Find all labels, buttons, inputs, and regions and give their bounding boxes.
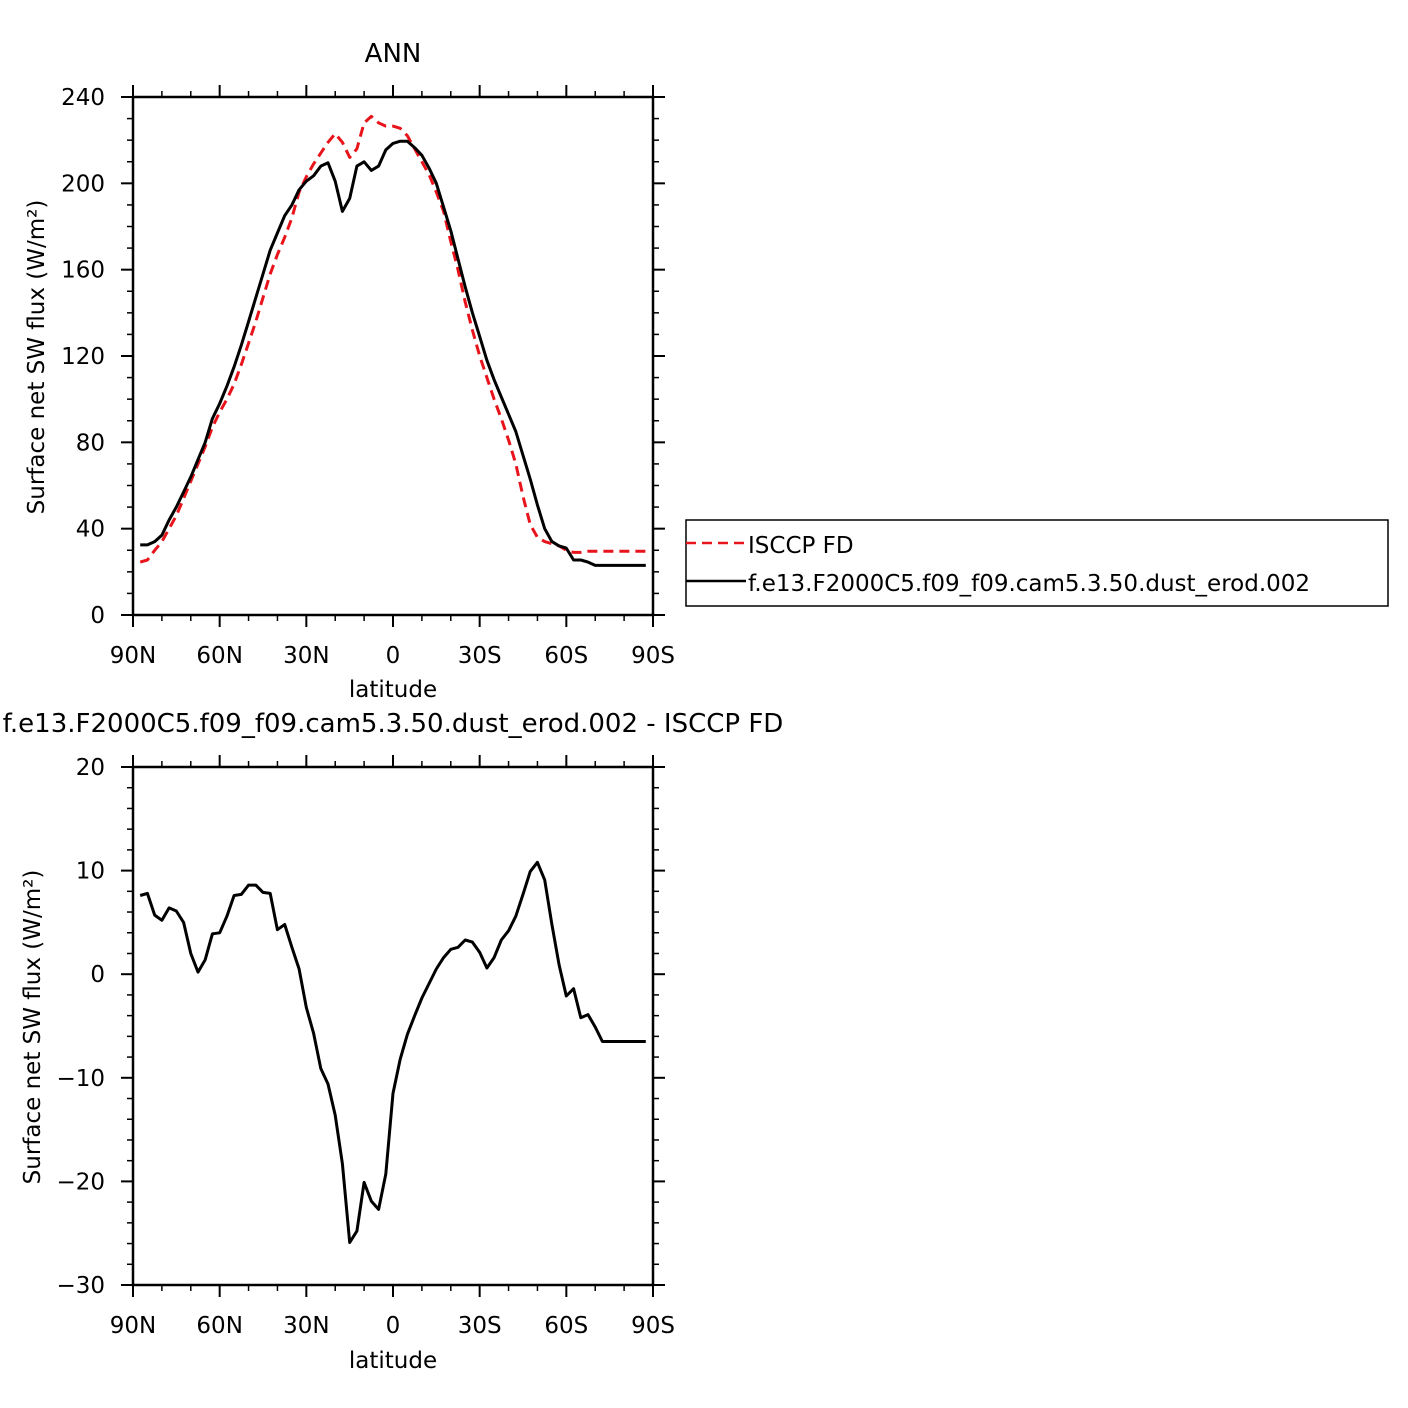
difference-chart-title: f.e13.F2000C5.f09_f09.cam5.3.50.dust_ero… [3,709,784,739]
x-tick-label: 90S [631,643,675,669]
series-line-difference [139,860,646,1244]
x-tick-label: 30S [458,643,502,669]
plot-frame [131,95,655,617]
y-tick-label: −20 [56,1169,105,1195]
y-tick-label: 10 [76,859,105,885]
y-tick-label: −30 [56,1273,105,1299]
x-tick-label: 90S [631,1313,675,1339]
plot-frame [131,765,655,1287]
x-tick-label: 60S [544,643,588,669]
y-axis-label-text: Surface net SW flux (W/m²) [24,200,50,515]
y-tick-label: −10 [56,1066,105,1092]
y-tick-label: 200 [61,171,105,197]
y-tick-label: 160 [61,258,105,284]
x-tick-label: 30N [283,1313,329,1339]
y-tick-label: 0 [90,962,105,988]
x-axis: 90N 60N 30N 0 30S 60S 90S [110,755,675,1339]
top-line-chart: ANN Surface net SW flux (W/m²) latitude … [24,39,675,703]
x-tick-label: 0 [386,1313,401,1339]
legend-box [685,519,1389,607]
legend-label-isccp: ISCCP FD [748,533,854,559]
legend-label-model: f.e13.F2000C5.f09_f09.cam5.3.50.dust_ero… [748,571,1310,597]
y-tick-label: 20 [76,755,105,781]
y-axis: 0 40 80 120 160 200 240 [61,85,665,629]
x-tick-label: 90N [110,1313,156,1339]
x-tick-label: 0 [386,643,401,669]
x-axis-label: latitude [349,1348,437,1374]
y-tick-label: 120 [61,344,105,370]
series-line-isccp-fd [139,114,646,564]
y-axis-label: Surface net SW flux (W/m²) [24,200,50,515]
y-axis: −30 −20 −10 0 10 20 [56,755,665,1299]
y-axis-label-text: Surface net SW flux (W/m²) [20,870,46,1185]
x-axis-label: latitude [349,677,437,703]
y-tick-label: 80 [76,430,105,456]
y-tick-label: 240 [61,85,105,111]
x-tick-label: 30S [458,1313,502,1339]
chart-title: ANN [365,39,422,69]
series-line-model [140,139,646,567]
series-group [139,114,646,567]
x-tick-label: 60N [196,643,242,669]
y-tick-label: 0 [90,603,105,629]
x-tick-label: 30N [283,643,329,669]
y-tick-label: 40 [76,517,105,543]
x-tick-label: 60N [196,1313,242,1339]
y-axis-label: Surface net SW flux (W/m²) [20,870,46,1185]
x-axis: 90N 60N 30N 0 30S 60S 90S [110,85,675,669]
x-tick-label: 60S [544,1313,588,1339]
legend: ISCCP FD f.e13.F2000C5.f09_f09.cam5.3.50… [685,519,1389,607]
x-tick-label: 90N [110,643,156,669]
bottom-line-chart: f.e13.F2000C5.f09_f09.cam5.3.50.dust_ero… [3,709,784,1374]
series-group [139,860,646,1244]
